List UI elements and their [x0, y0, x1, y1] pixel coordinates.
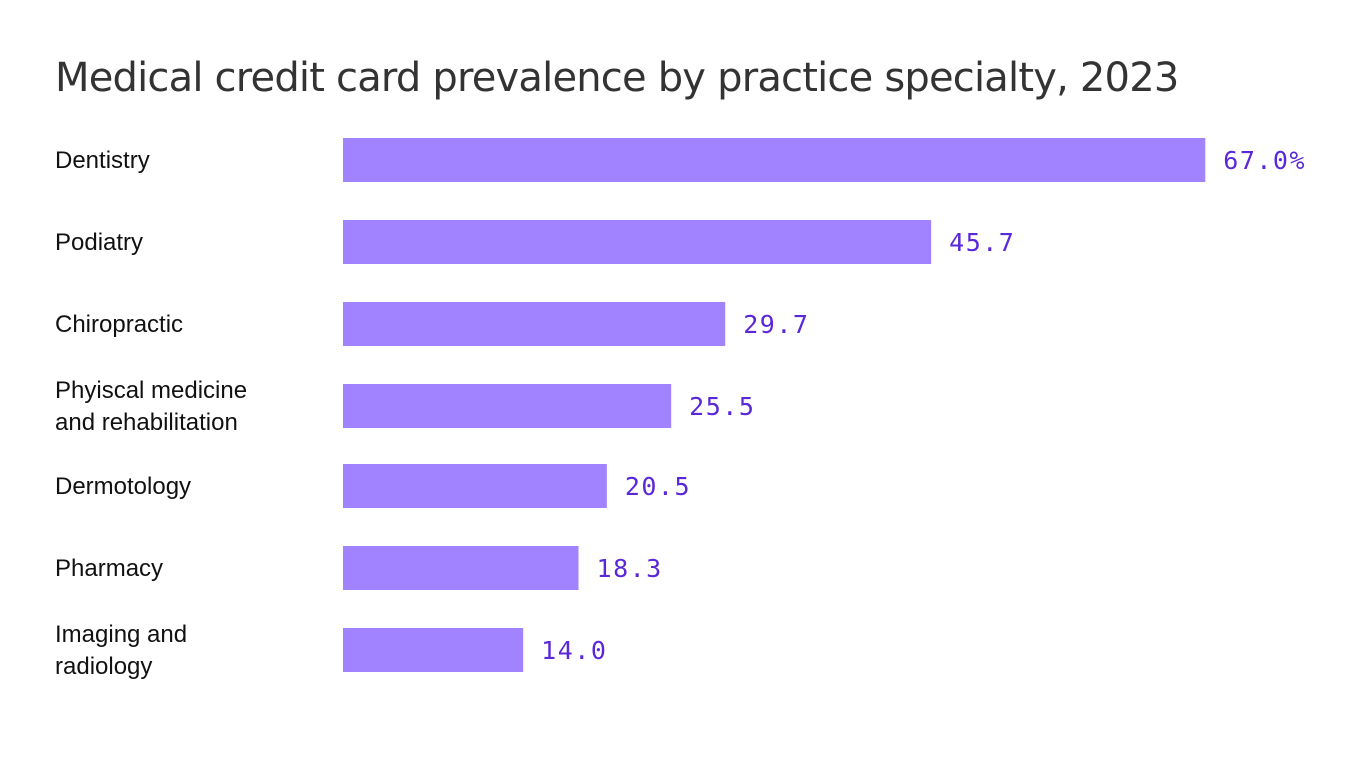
category-label-dentistry: Dentistry [55, 147, 150, 174]
category-label-line: Chiropractic [55, 311, 183, 338]
category-label-line: Pharmacy [55, 555, 163, 582]
category-label-chiropractic: Chiropractic [55, 311, 183, 338]
value-label-dermotology: 20.5 [625, 472, 691, 501]
bar-pharmacy [343, 546, 579, 590]
bar-imaging-and-radiology [343, 628, 524, 672]
category-label-dermotology: Dermotology [55, 473, 191, 500]
bar-dermotology [343, 464, 607, 508]
category-label-imaging-and-radiology: Imaging and radiology [55, 621, 187, 680]
category-label-line: Podiatry [55, 229, 143, 256]
value-label-phyiscal-medicine-and-rehabilitation: 25.5 [689, 392, 755, 421]
category-label-line: and rehabilitation [55, 409, 238, 436]
bar-phyiscal-medicine-and-rehabilitation [343, 384, 672, 428]
category-label-pharmacy: Pharmacy [55, 555, 163, 582]
value-label-dentistry: 67.0% [1223, 146, 1306, 175]
category-label-line: Phyiscal medicine [55, 377, 247, 404]
category-label-line: Imaging and [55, 621, 187, 648]
bar-chiropractic [343, 302, 726, 346]
category-label-podiatry: Podiatry [55, 229, 143, 256]
chart-title: Medical credit card prevalence by practi… [55, 55, 1179, 101]
bar-dentistry [343, 138, 1206, 182]
category-label-phyiscal-medicine-and-rehabilitation: Phyiscal medicine and rehabilitation [55, 377, 247, 436]
category-label-line: Dermotology [55, 473, 191, 500]
value-label-pharmacy: 18.3 [597, 554, 663, 583]
bar-podiatry [343, 220, 932, 264]
value-label-podiatry: 45.7 [949, 228, 1015, 257]
category-label-line: Dentistry [55, 147, 150, 174]
value-label-chiropractic: 29.7 [743, 310, 809, 339]
category-label-line: radiology [55, 653, 152, 680]
value-label-imaging-and-radiology: 14.0 [541, 636, 607, 665]
